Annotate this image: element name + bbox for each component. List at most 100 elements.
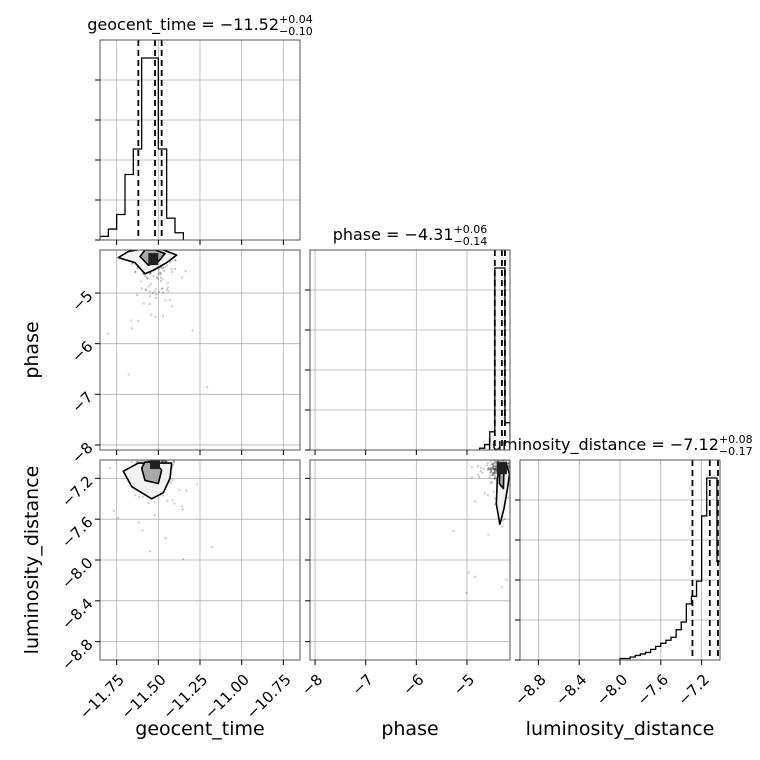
sample-point	[140, 280, 143, 283]
sample-point	[169, 481, 172, 484]
sample-point	[167, 286, 170, 289]
x-tick-label: −8.0	[593, 671, 631, 709]
sample-point	[501, 525, 504, 528]
sample-point	[490, 481, 493, 484]
sample-point	[490, 468, 493, 471]
sample-point	[514, 471, 516, 473]
sample-point	[155, 246, 157, 248]
sample-point	[493, 471, 496, 474]
sample-point	[527, 475, 529, 477]
sample-point	[502, 460, 505, 463]
sample-point	[488, 474, 492, 477]
sample-point	[493, 464, 496, 468]
sample-point	[476, 465, 480, 468]
sample-point	[492, 465, 495, 468]
sample-point	[513, 469, 515, 471]
sample-point	[154, 315, 157, 319]
sample-point	[157, 455, 159, 457]
sample-point	[160, 455, 162, 457]
sample-point	[167, 453, 169, 455]
panels	[95, 39, 721, 665]
sample-point	[172, 461, 176, 464]
sample-point	[130, 262, 134, 265]
sample-point	[490, 467, 493, 470]
x-tick-label: −11.75	[76, 671, 128, 723]
sample-point	[149, 272, 152, 275]
sample-point	[506, 462, 510, 465]
sample-point	[548, 486, 550, 488]
sample-point	[153, 290, 156, 293]
histogram-step	[619, 477, 720, 660]
panel-geocent_time-vs-luminosity_distance	[95, 452, 301, 665]
sample-point	[516, 463, 518, 465]
sample-point	[158, 457, 160, 459]
sample-point	[141, 455, 143, 457]
sample-point	[136, 293, 139, 296]
sample-point	[166, 264, 169, 267]
sample-point	[492, 490, 495, 494]
sample-point	[513, 475, 515, 477]
sample-point	[489, 468, 492, 471]
x-tick-label: −7.2	[674, 671, 712, 709]
sample-point	[134, 494, 137, 497]
sample-point	[497, 460, 500, 463]
sample-point	[493, 467, 496, 471]
sample-point	[106, 332, 109, 335]
sample-point	[491, 466, 494, 469]
sample-point	[149, 295, 152, 298]
sample-point	[507, 461, 510, 465]
sample-point	[158, 271, 161, 274]
sample-point	[112, 509, 116, 512]
sample-point	[140, 456, 142, 458]
sample-point	[162, 266, 165, 270]
sample-point	[515, 466, 517, 468]
sample-point	[171, 499, 174, 502]
sample-point	[494, 461, 497, 464]
sample-point	[513, 462, 515, 464]
sample-point	[514, 465, 516, 467]
sample-point	[154, 296, 158, 300]
y-tick-label: −8	[68, 439, 96, 467]
sample-point	[163, 269, 166, 272]
x-tick-label: −11.25	[159, 671, 211, 723]
sample-point	[511, 465, 513, 467]
sample-point	[127, 373, 130, 376]
sample-point	[150, 313, 153, 316]
sample-point	[491, 474, 494, 477]
panel-frame	[309, 249, 511, 451]
sample-point	[512, 470, 514, 472]
sample-point	[164, 265, 167, 268]
sample-point	[489, 470, 492, 473]
sample-point	[474, 575, 477, 578]
sample-point	[149, 457, 151, 459]
sample-point	[161, 287, 164, 290]
density-peak	[148, 253, 159, 266]
sample-point	[496, 458, 498, 460]
sample-point	[513, 460, 515, 462]
sample-point	[507, 496, 510, 499]
sample-point	[470, 466, 473, 469]
sample-point	[164, 299, 167, 302]
sample-point	[489, 460, 492, 463]
x-axis-label-geocent_time: geocent_time	[135, 718, 264, 740]
sample-point	[143, 456, 145, 458]
sample-point	[144, 288, 147, 291]
sample-point	[494, 475, 497, 478]
sample-point	[156, 457, 158, 459]
sample-point	[516, 501, 518, 503]
x-tick-label: −7.6	[634, 671, 672, 709]
sample-point	[151, 454, 153, 456]
sample-point	[169, 260, 172, 264]
sample-point	[170, 267, 173, 270]
sample-point	[157, 291, 160, 294]
sample-point	[167, 452, 169, 454]
sample-point	[147, 453, 149, 455]
sample-point	[170, 270, 173, 274]
sample-point	[514, 491, 516, 493]
sample-point	[147, 285, 150, 288]
x-tick-label: −5	[450, 671, 478, 699]
sample-point	[136, 460, 139, 463]
sample-point	[512, 465, 514, 467]
sample-point	[134, 270, 137, 273]
